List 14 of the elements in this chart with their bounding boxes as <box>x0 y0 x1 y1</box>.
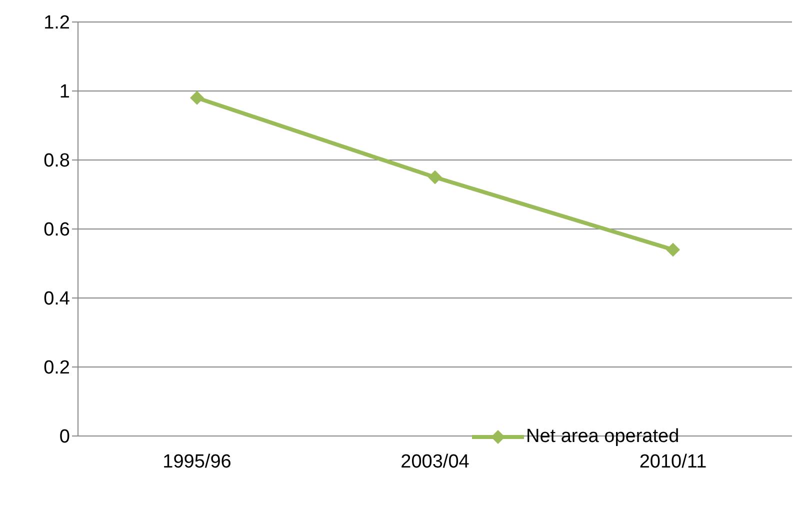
point <box>190 90 204 105</box>
y-tick-label: 0.2 <box>44 358 70 379</box>
x-tick-label: 1995/96 <box>162 451 232 472</box>
point <box>428 170 442 184</box>
point <box>666 242 680 257</box>
y-tick-label: 0 <box>59 426 70 448</box>
y-tick-label: 1 <box>59 82 70 103</box>
x-tick-label: 2003/04 <box>400 451 470 472</box>
y-tick-label: 0.4 <box>44 288 70 310</box>
y-tick-label: 0.8 <box>44 150 70 172</box>
y-tick-label: 1.2 <box>44 12 70 34</box>
x-tick-label: 2010/11 <box>639 451 707 472</box>
legend-label: Net area operated <box>526 426 680 448</box>
y-tick-label: 0.6 <box>44 220 70 241</box>
